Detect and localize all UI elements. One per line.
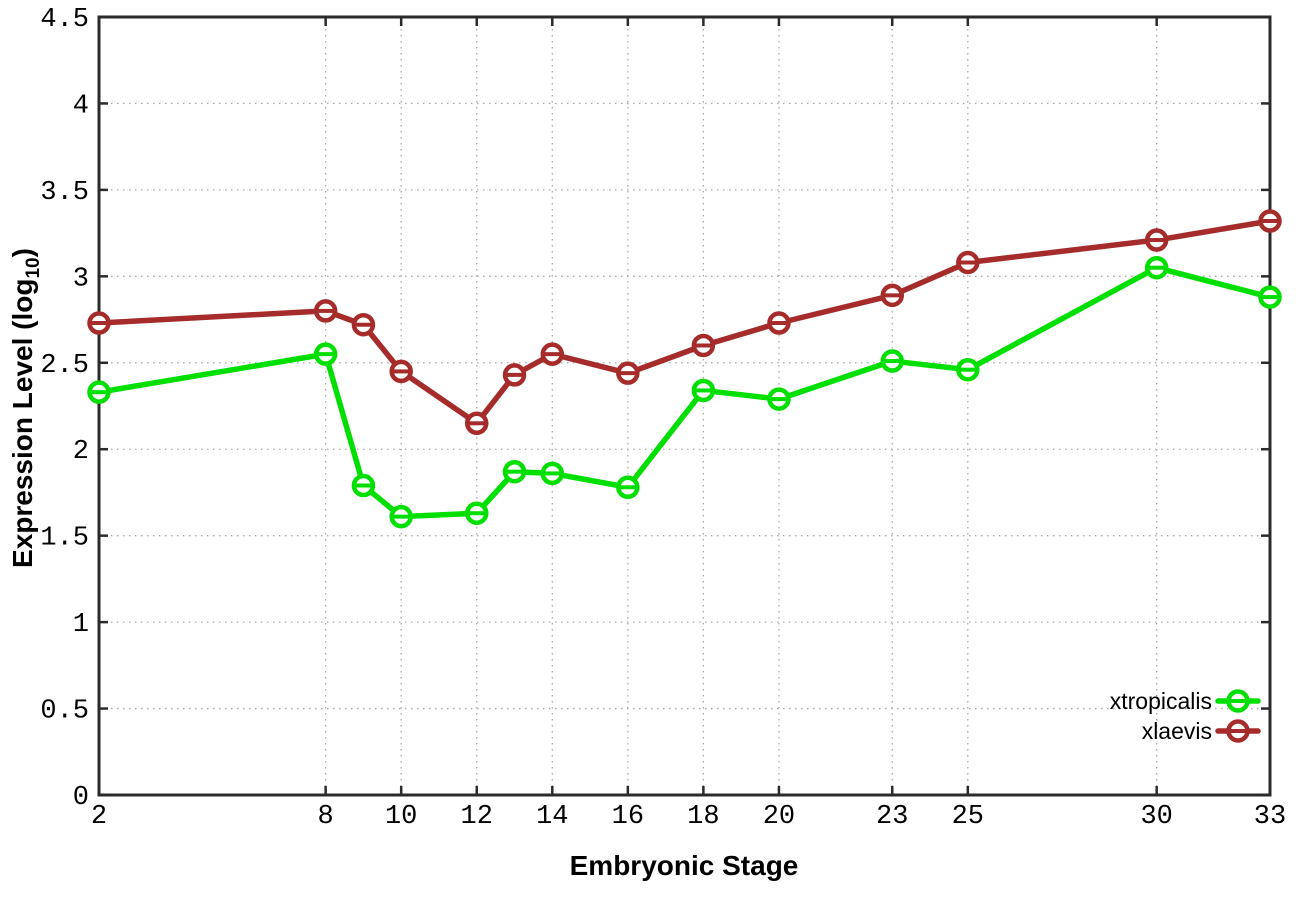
y-tick-label: 1 (73, 610, 89, 640)
y-tick-label: 0 (73, 783, 89, 813)
y-axis-title-subscript: 10 (22, 257, 44, 279)
x-tick-label: 33 (1254, 802, 1286, 832)
plot-border (97, 15, 1272, 797)
x-tick-label: 2 (91, 802, 107, 832)
legend-item-xtropicalis: xtropicalis (1110, 688, 1261, 714)
legend-item-xlaevis: xlaevis (1142, 718, 1261, 744)
x-tick-label: 18 (687, 802, 719, 832)
y-axis-title-suffix: ) (7, 248, 39, 258)
x-axis-title: Embryonic Stage (569, 850, 799, 881)
legend-label: xtropicalis (1110, 688, 1212, 714)
y-tick-label: 3.5 (40, 178, 89, 208)
x-tick-label: 8 (318, 802, 334, 832)
x-tick-label: 12 (461, 802, 493, 832)
y-tick-label: 4.5 (40, 5, 89, 35)
series-xlaevis-line (96, 218, 1273, 427)
x-tick-label: 14 (536, 802, 568, 832)
legend: xtropicalis xlaevis (1110, 688, 1261, 744)
y-tick-label: 3 (73, 264, 89, 294)
y-tick-label: 2.5 (40, 351, 89, 381)
series-xtropicalis (87, 255, 1282, 529)
grid (99, 17, 1270, 795)
y-tick-label: 2 (73, 437, 89, 467)
axis-ticks: 2 8 10 12 14 16 18 20 23 25 30 33 0 0.5 1 1.5 2 2.5 3 3.5 4 4… (40, 5, 1286, 832)
y-axis-title-text: Expression Level (log (7, 278, 39, 568)
x-tick-label: 23 (876, 802, 908, 832)
x-tick-label: 10 (385, 802, 417, 832)
legend-label: xlaevis (1142, 718, 1212, 744)
y-tick-label: 4 (73, 91, 89, 121)
y-tick-label: 1.5 (40, 524, 89, 554)
series-xlaevis (87, 209, 1282, 436)
y-axis-title: Expression Level (log10) (7, 248, 45, 568)
series-xtropicalis-line (96, 264, 1273, 520)
x-tick-label: 30 (1140, 802, 1172, 832)
y-tick-label: 0.5 (40, 697, 89, 727)
x-tick-label: 16 (612, 802, 644, 832)
x-tick-label: 20 (763, 802, 795, 832)
x-tick-label: 25 (952, 802, 984, 832)
